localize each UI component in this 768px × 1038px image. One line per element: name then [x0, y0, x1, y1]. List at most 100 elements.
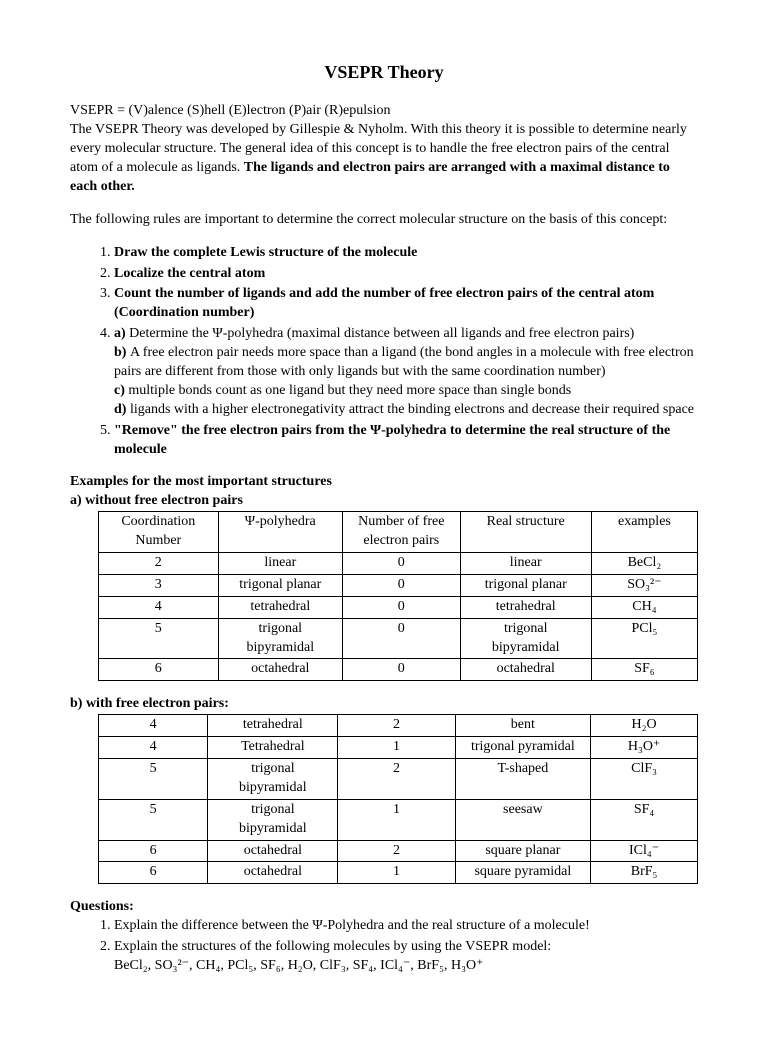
questions-list: Explain the difference between the Ψ-Pol… — [70, 917, 698, 976]
th-ex: examples — [591, 512, 697, 553]
rule-4a-label: a) — [114, 326, 129, 341]
rule-4d-label: d) — [114, 402, 130, 417]
table-row: 5trigonal bipyramidal2T-shapedClF₃ — [99, 759, 698, 800]
cell: bent — [455, 715, 591, 737]
cell: 4 — [99, 715, 208, 737]
cell: 2 — [338, 715, 455, 737]
rule-text: Count the number of ligands and add the … — [114, 286, 654, 320]
rule-4b-text: A free electron pair needs more space th… — [114, 345, 694, 379]
question-item: Explain the difference between the Ψ-Pol… — [114, 917, 698, 936]
cell: linear — [460, 553, 591, 575]
cell: ICl₄⁻ — [591, 840, 698, 862]
cell: linear — [218, 553, 342, 575]
cell: 4 — [99, 596, 219, 618]
cell: SF₄ — [591, 799, 698, 840]
intro-acronym: VSEPR = (V)alence (S)hell (E)lectron (P)… — [70, 103, 390, 118]
cell: SO₃²⁻ — [591, 574, 697, 596]
rule-item: "Remove" the free electron pairs from th… — [114, 422, 698, 460]
cell: 6 — [99, 659, 219, 681]
cell: 0 — [343, 553, 461, 575]
cell: square pyramidal — [455, 862, 591, 884]
cell: 2 — [338, 759, 455, 800]
rule-item: a) Determine the Ψ-polyhedra (maximal di… — [114, 325, 698, 419]
cell: SF₆ — [591, 659, 697, 681]
table-row: 5trigonal bipyramidal1seesawSF₄ — [99, 799, 698, 840]
cell: BrF₅ — [591, 862, 698, 884]
cell: PCl₅ — [591, 618, 697, 659]
rule-item: Localize the central atom — [114, 265, 698, 284]
cell: 5 — [99, 759, 208, 800]
cell: 0 — [343, 618, 461, 659]
table-row: 2linear0linearBeCl₂ — [99, 553, 698, 575]
cell: tetrahedral — [460, 596, 591, 618]
cell: 1 — [338, 862, 455, 884]
cell: 5 — [99, 799, 208, 840]
table-header-row: Coordination Number Ψ-polyhedra Number o… — [99, 512, 698, 553]
rule-text: Draw the complete Lewis structure of the… — [114, 245, 417, 260]
table-row: 4tetrahedral0tetrahedralCH₄ — [99, 596, 698, 618]
table-row: 6octahedral2square planarICl₄⁻ — [99, 840, 698, 862]
cell: trigonal bipyramidal — [208, 759, 338, 800]
th-real: Real structure — [460, 512, 591, 553]
rule-4b-label: b) — [114, 345, 130, 360]
cell: tetrahedral — [218, 596, 342, 618]
cell: square planar — [455, 840, 591, 862]
intro-paragraph: VSEPR = (V)alence (S)hell (E)lectron (P)… — [70, 102, 698, 196]
cell: 2 — [99, 553, 219, 575]
rule-text: Localize the central atom — [114, 266, 265, 281]
page-title: VSEPR Theory — [70, 60, 698, 84]
table-row: 6octahedral0octahedralSF₆ — [99, 659, 698, 681]
cell: tetrahedral — [208, 715, 338, 737]
cell: octahedral — [208, 840, 338, 862]
cell: 0 — [343, 659, 461, 681]
table-a: Coordination Number Ψ-polyhedra Number o… — [98, 511, 698, 681]
cell: 2 — [338, 840, 455, 862]
table-row: 5trigonal bipyramidal0trigonal bipyramid… — [99, 618, 698, 659]
rule-4c-label: c) — [114, 383, 128, 398]
cell: T-shaped — [455, 759, 591, 800]
table-b-heading: b) with free electron pairs: — [70, 695, 698, 714]
cell: trigonal planar — [218, 574, 342, 596]
cell: 3 — [99, 574, 219, 596]
rule-4d-text: ligands with a higher electronegativity … — [130, 402, 694, 417]
table-row: 3trigonal planar0trigonal planarSO₃²⁻ — [99, 574, 698, 596]
rule-item: Draw the complete Lewis structure of the… — [114, 244, 698, 263]
cell: 6 — [99, 840, 208, 862]
table-row: 6octahedral1square pyramidalBrF₅ — [99, 862, 698, 884]
cell: octahedral — [208, 862, 338, 884]
rule-text: "Remove" the free electron pairs from th… — [114, 423, 670, 457]
table-row: 4tetrahedral2bentH₂O — [99, 715, 698, 737]
question-molecules: BeCl₂, SO₃²⁻, CH₄, PCl₅, SF₆, H₂O, ClF₃,… — [114, 958, 483, 973]
cell: trigonal bipyramidal — [218, 618, 342, 659]
rules-lead: The following rules are important to det… — [70, 211, 698, 230]
rule-4a-text: Determine the Ψ-polyhedra (maximal dista… — [129, 326, 634, 341]
th-coord: Coordination Number — [99, 512, 219, 553]
cell: ClF₃ — [591, 759, 698, 800]
rule-4c-text: multiple bonds count as one ligand but t… — [128, 383, 571, 398]
questions-heading: Questions: — [70, 898, 698, 917]
examples-heading: Examples for the most important structur… — [70, 473, 698, 492]
th-free: Number of free electron pairs — [343, 512, 461, 553]
cell: octahedral — [460, 659, 591, 681]
table-b: 4tetrahedral2bentH₂O 4Tetrahedral1trigon… — [98, 714, 698, 884]
cell: trigonal bipyramidal — [208, 799, 338, 840]
rules-list: Draw the complete Lewis structure of the… — [70, 244, 698, 460]
cell: 5 — [99, 618, 219, 659]
cell: BeCl₂ — [591, 553, 697, 575]
table-row: 4Tetrahedral1trigonal pyramidalH₃O⁺ — [99, 737, 698, 759]
cell: seesaw — [455, 799, 591, 840]
cell: 1 — [338, 799, 455, 840]
cell: 0 — [343, 596, 461, 618]
th-psi: Ψ-polyhedra — [218, 512, 342, 553]
cell: 0 — [343, 574, 461, 596]
cell: 1 — [338, 737, 455, 759]
cell: Tetrahedral — [208, 737, 338, 759]
question-item: Explain the structures of the following … — [114, 938, 698, 976]
question-text: Explain the structures of the following … — [114, 939, 551, 954]
rule-item: Count the number of ligands and add the … — [114, 285, 698, 323]
cell: 4 — [99, 737, 208, 759]
cell: trigonal bipyramidal — [460, 618, 591, 659]
table-a-heading: a) without free electron pairs — [70, 492, 698, 511]
cell: trigonal planar — [460, 574, 591, 596]
cell: trigonal pyramidal — [455, 737, 591, 759]
